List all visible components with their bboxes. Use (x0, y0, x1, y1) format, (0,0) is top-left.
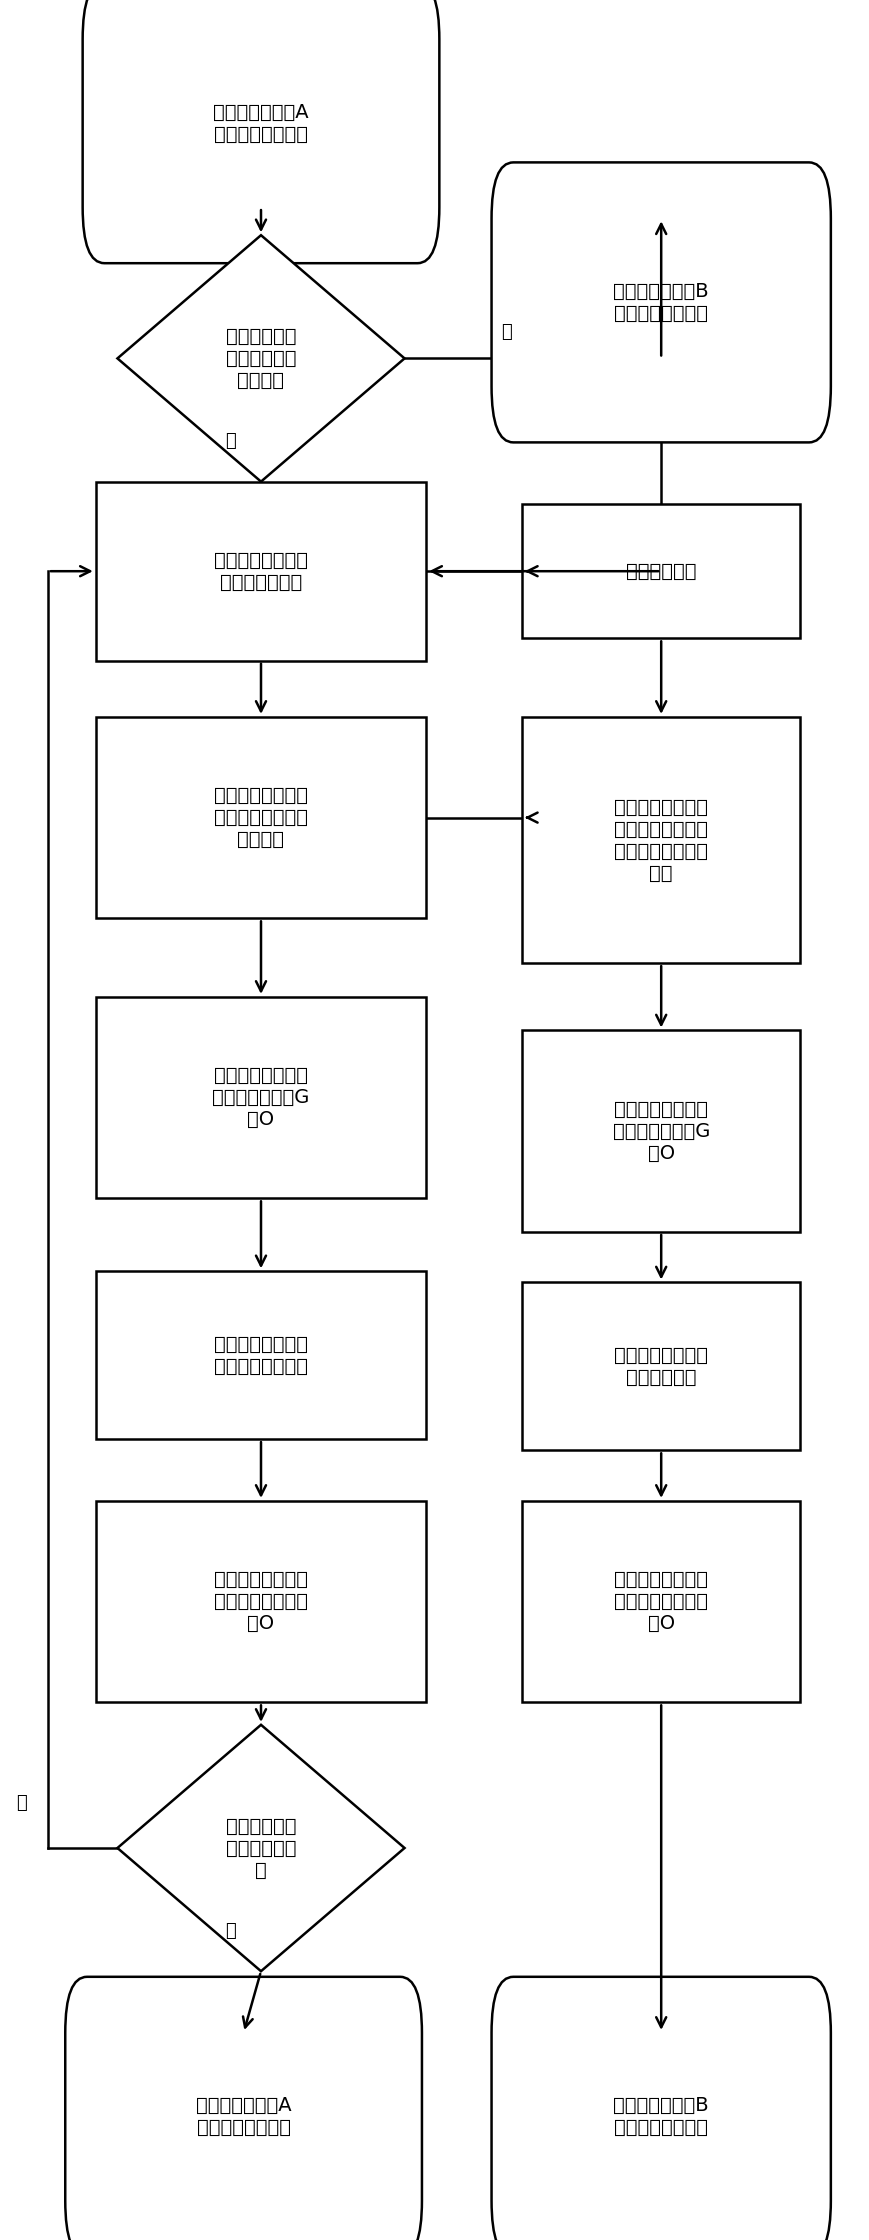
Text: 计算并保存不同环
境温度下的校正参
数O: 计算并保存不同环 境温度下的校正参 数O (614, 1570, 707, 1633)
Text: 调节黑体温度，采
集高低温下探测器
响应数据: 调节黑体温度，采 集高低温下探测器 响应数据 (214, 786, 308, 849)
Text: 红外热成像机芯A
开始获取校正参数: 红外热成像机芯A 开始获取校正参数 (213, 103, 308, 143)
FancyBboxPatch shape (83, 0, 439, 264)
FancyBboxPatch shape (491, 164, 830, 444)
Bar (521, 1501, 799, 1702)
Text: 改变黑体温度，采
集探测器响应数据: 改变黑体温度，采 集探测器响应数据 (214, 1335, 308, 1375)
Text: 计算并保存不同环
境温度下的校正参
数O: 计算并保存不同环 境温度下的校正参 数O (214, 1570, 308, 1633)
Bar (521, 717, 799, 963)
Text: 移动黑体，覆盖探
测器阵列，采集高
低温下探测器响应
数据: 移动黑体，覆盖探 测器阵列，采集高 低温下探测器响应 数据 (614, 797, 707, 883)
Text: 计算并保存各个像
素点的校正参数G
和O: 计算并保存各个像 素点的校正参数G 和O (612, 1100, 709, 1163)
Text: 否: 否 (17, 1794, 27, 1812)
Bar (96, 997, 426, 1198)
Text: 是: 是 (225, 1922, 235, 1940)
Bar (521, 1030, 799, 1232)
Bar (521, 1281, 799, 1452)
Polygon shape (117, 1725, 404, 1971)
Text: 恒温箱温度区
间端点是否遍
历: 恒温箱温度区 间端点是否遍 历 (225, 1817, 296, 1879)
Text: 是: 是 (501, 323, 512, 340)
Polygon shape (117, 235, 404, 482)
FancyBboxPatch shape (491, 1978, 830, 2240)
Bar (521, 504, 799, 638)
Text: 移动黑体，采集探
测器响应数据: 移动黑体，采集探 测器响应数据 (614, 1346, 707, 1387)
Bar (96, 1272, 426, 1438)
Bar (96, 482, 426, 661)
Text: 计算并保存各个像
素点的校正参数G
和O: 计算并保存各个像 素点的校正参数G 和O (212, 1066, 309, 1129)
Text: 红外热成像机芯A
获取校正参数完毕: 红外热成像机芯A 获取校正参数完毕 (196, 2097, 291, 2137)
Text: 记录衬底温度: 记录衬底温度 (625, 562, 696, 580)
Text: 是否有另一个
红外热成像机
芯待测试: 是否有另一个 红外热成像机 芯待测试 (225, 327, 296, 390)
Text: 设定恒温箱温度，
并记录衬底温度: 设定恒温箱温度， 并记录衬底温度 (214, 551, 308, 591)
Text: 否: 否 (225, 432, 235, 450)
Bar (96, 717, 426, 918)
FancyBboxPatch shape (65, 1978, 421, 2240)
Text: 红外热成像机芯B
获取校正参数完毕: 红外热成像机芯B 获取校正参数完毕 (613, 2097, 708, 2137)
Text: 红外热成像机芯B
开始获取校正参数: 红外热成像机芯B 开始获取校正参数 (613, 282, 708, 323)
Bar (96, 1501, 426, 1702)
